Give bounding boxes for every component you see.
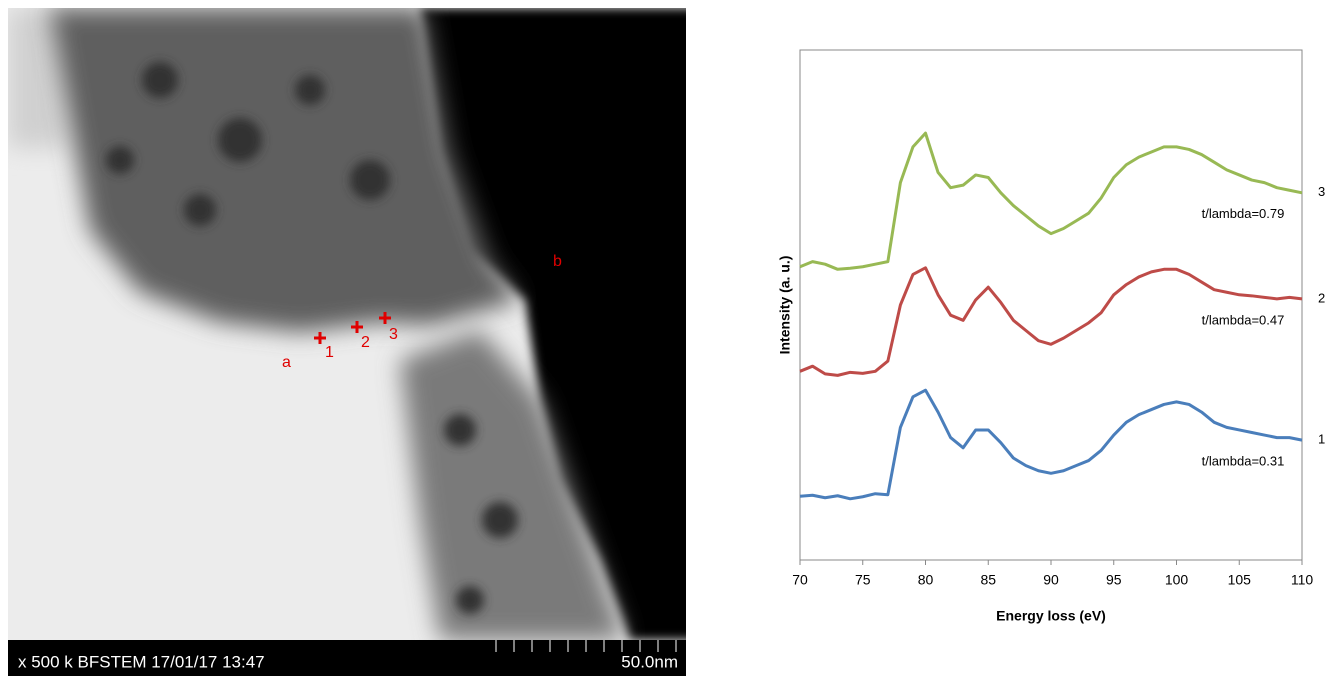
annotation: t/lambda=0.31 bbox=[1202, 454, 1285, 469]
x-tick-label: 110 bbox=[1291, 572, 1314, 588]
region-label: a bbox=[282, 354, 291, 371]
scale-label: 50.0nm bbox=[621, 652, 678, 671]
chart: 70 75 80 85 90 95 100 105 110 1 t/lambda=0.31 2 t/la… bbox=[792, 133, 1325, 588]
plot-area bbox=[800, 50, 1302, 560]
info-text: x 500 k BFSTEM 17/01/17 13:47 bbox=[18, 652, 265, 671]
series-label: 2 bbox=[1318, 290, 1325, 305]
x-tick-label: 100 bbox=[1165, 572, 1189, 588]
figure: a b 1 2 3 x 500 k BFSTEM 17/01/17 13:47 … bbox=[0, 0, 1329, 676]
x-tick-label: 95 bbox=[1106, 572, 1122, 588]
x-tick-label: 70 bbox=[792, 572, 808, 588]
x-tick-label: 80 bbox=[918, 572, 934, 588]
micrograph: a b 1 2 3 bbox=[8, 8, 700, 640]
region-label: b bbox=[553, 253, 562, 270]
series-line bbox=[800, 133, 1302, 269]
annotation: t/lambda=0.79 bbox=[1202, 206, 1285, 221]
series-label: 3 bbox=[1318, 184, 1325, 199]
x-tick-label: 105 bbox=[1228, 572, 1252, 588]
y-axis-title: Intensity (a. u.) bbox=[777, 256, 793, 355]
x-tick-label: 90 bbox=[1043, 572, 1059, 588]
x-tick-label: 85 bbox=[980, 572, 996, 588]
point-label: 1 bbox=[325, 344, 334, 361]
point-label: 3 bbox=[389, 326, 398, 343]
point-label: 2 bbox=[361, 334, 370, 351]
annotation: t/lambda=0.47 bbox=[1202, 312, 1285, 327]
series-line bbox=[800, 390, 1302, 499]
series-label: 1 bbox=[1318, 432, 1325, 447]
x-axis-title: Energy loss (eV) bbox=[996, 608, 1106, 624]
x-tick-label: 75 bbox=[855, 572, 871, 588]
